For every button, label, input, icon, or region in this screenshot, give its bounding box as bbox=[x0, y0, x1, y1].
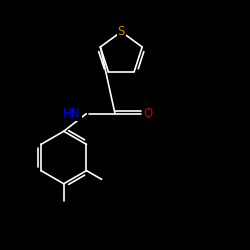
Text: O: O bbox=[144, 107, 152, 120]
Text: HN: HN bbox=[63, 107, 81, 120]
Text: S: S bbox=[118, 25, 125, 38]
